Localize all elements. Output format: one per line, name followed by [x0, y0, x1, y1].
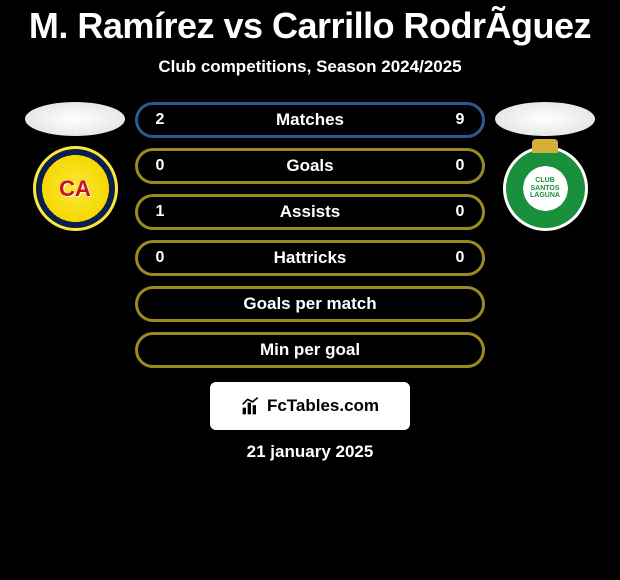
stat-row-matches: 2 Matches 9 — [135, 102, 485, 138]
main-content: 2 Matches 9 0 Goals 0 1 Assists 0 0 Hatt… — [0, 102, 620, 368]
stat-left-value: 0 — [152, 157, 168, 175]
stat-label: Assists — [280, 202, 340, 222]
stat-left-value: 1 — [152, 203, 168, 221]
stat-row-goals: 0 Goals 0 — [135, 148, 485, 184]
stat-row-hattricks: 0 Hattricks 0 — [135, 240, 485, 276]
subtitle: Club competitions, Season 2024/2025 — [0, 57, 620, 77]
watermark: FcTables.com — [210, 382, 410, 430]
stat-right-value: 0 — [452, 203, 468, 221]
infographic-container: M. Ramírez vs Carrillo RodrÃ­guez Club c… — [0, 0, 620, 580]
page-title: M. Ramírez vs Carrillo RodrÃ­guez — [0, 5, 620, 47]
stat-label: Goals — [286, 156, 333, 176]
stat-row-goals-per-match: Goals per match — [135, 286, 485, 322]
stat-label: Min per goal — [260, 340, 360, 360]
club-badge-right: CLUBSANTOSLAGUNA — [503, 146, 588, 231]
player-right-column: CLUBSANTOSLAGUNA — [485, 102, 605, 231]
stat-row-assists: 1 Assists 0 — [135, 194, 485, 230]
club-badge-left — [33, 146, 118, 231]
chart-icon — [241, 396, 261, 416]
club-badge-right-text: CLUBSANTOSLAGUNA — [530, 177, 560, 200]
stat-left-value: 2 — [152, 111, 168, 129]
stat-row-min-per-goal: Min per goal — [135, 332, 485, 368]
player-left-column — [15, 102, 135, 231]
stat-label: Matches — [276, 110, 344, 130]
stat-label: Goals per match — [243, 294, 376, 314]
date-label: 21 january 2025 — [0, 442, 620, 462]
stat-right-value: 9 — [452, 111, 468, 129]
stats-column: 2 Matches 9 0 Goals 0 1 Assists 0 0 Hatt… — [135, 102, 485, 368]
stat-right-value: 0 — [452, 157, 468, 175]
stat-left-value: 0 — [152, 249, 168, 267]
player-right-photo — [495, 102, 595, 136]
player-left-photo — [25, 102, 125, 136]
watermark-text: FcTables.com — [267, 396, 379, 416]
stat-right-value: 0 — [452, 249, 468, 267]
stat-label: Hattricks — [274, 248, 347, 268]
